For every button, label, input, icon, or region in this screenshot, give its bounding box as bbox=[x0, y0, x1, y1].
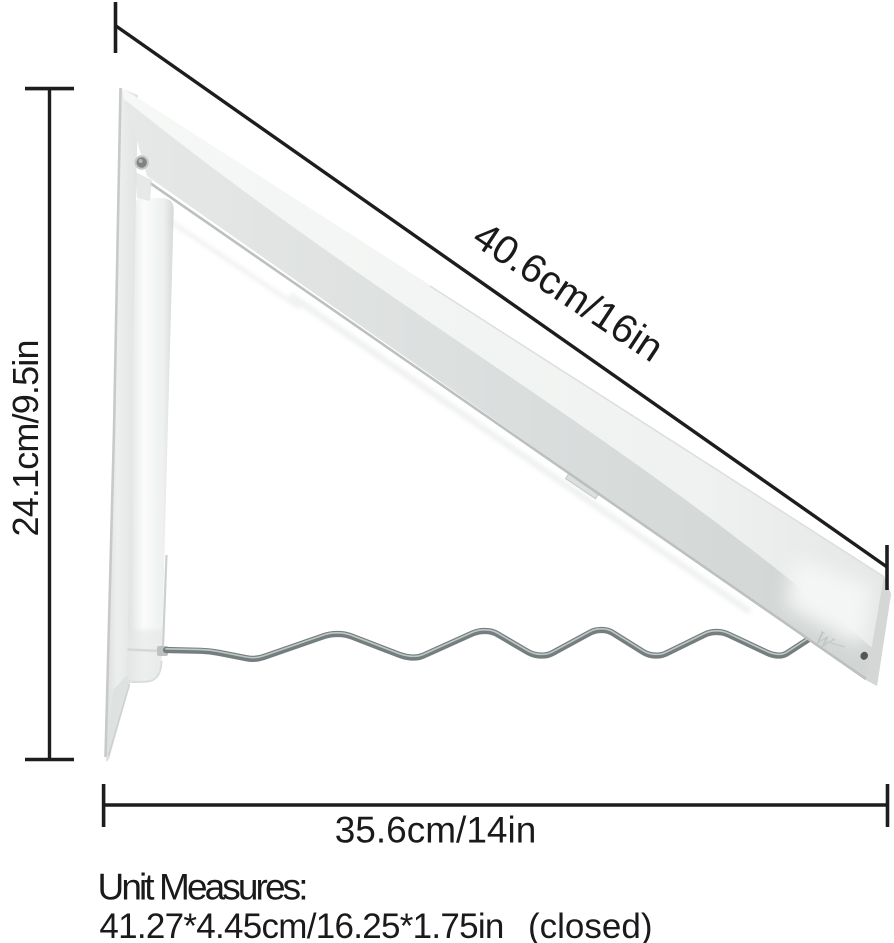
svg-text:(closed): (closed) bbox=[528, 907, 652, 943]
svg-text:35.6cm/14in: 35.6cm/14in bbox=[335, 810, 537, 851]
svg-text:24.1cm/9.5in: 24.1cm/9.5in bbox=[5, 340, 46, 537]
svg-text:41.27*4.45cm/16.25*1.75in: 41.27*4.45cm/16.25*1.75in bbox=[99, 907, 504, 943]
svg-text:Unit Measures:: Unit Measures: bbox=[98, 867, 309, 908]
